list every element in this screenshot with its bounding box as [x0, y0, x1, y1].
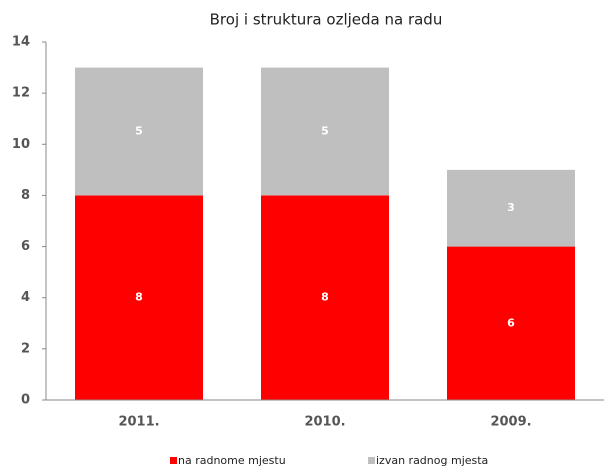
y-tick-label: 8: [21, 188, 30, 203]
data-label: 6: [507, 316, 515, 329]
y-tick-label: 10: [12, 137, 30, 152]
x-tick-label: 2009.: [490, 415, 531, 430]
bar: [447, 169, 575, 247]
x-tick-label: 2010.: [304, 415, 345, 430]
legend-swatch: [170, 457, 177, 464]
bar: [75, 67, 203, 196]
legend-swatch: [368, 457, 375, 464]
x-tick-label: 2011.: [118, 415, 159, 430]
data-label: 8: [321, 291, 329, 304]
chart-title: Broj i struktura ozljeda na radu: [210, 11, 443, 29]
bar: [75, 195, 203, 400]
y-tick-label: 12: [12, 86, 30, 101]
y-tick-label: 6: [21, 239, 30, 254]
bar: [261, 195, 389, 400]
legend-label: na radnome mjestu: [178, 454, 286, 467]
bar: [261, 67, 389, 196]
y-tick-label: 14: [12, 35, 30, 50]
data-label: 5: [135, 125, 143, 138]
y-tick-label: 2: [21, 341, 30, 356]
y-tick-label: 4: [21, 290, 30, 305]
data-label: 5: [321, 125, 329, 138]
legend-label: izvan radnog mjesta: [376, 454, 488, 467]
y-tick-label: 0: [21, 393, 30, 408]
data-label: 3: [507, 201, 515, 214]
data-label: 8: [135, 291, 143, 304]
bar: [447, 246, 575, 400]
